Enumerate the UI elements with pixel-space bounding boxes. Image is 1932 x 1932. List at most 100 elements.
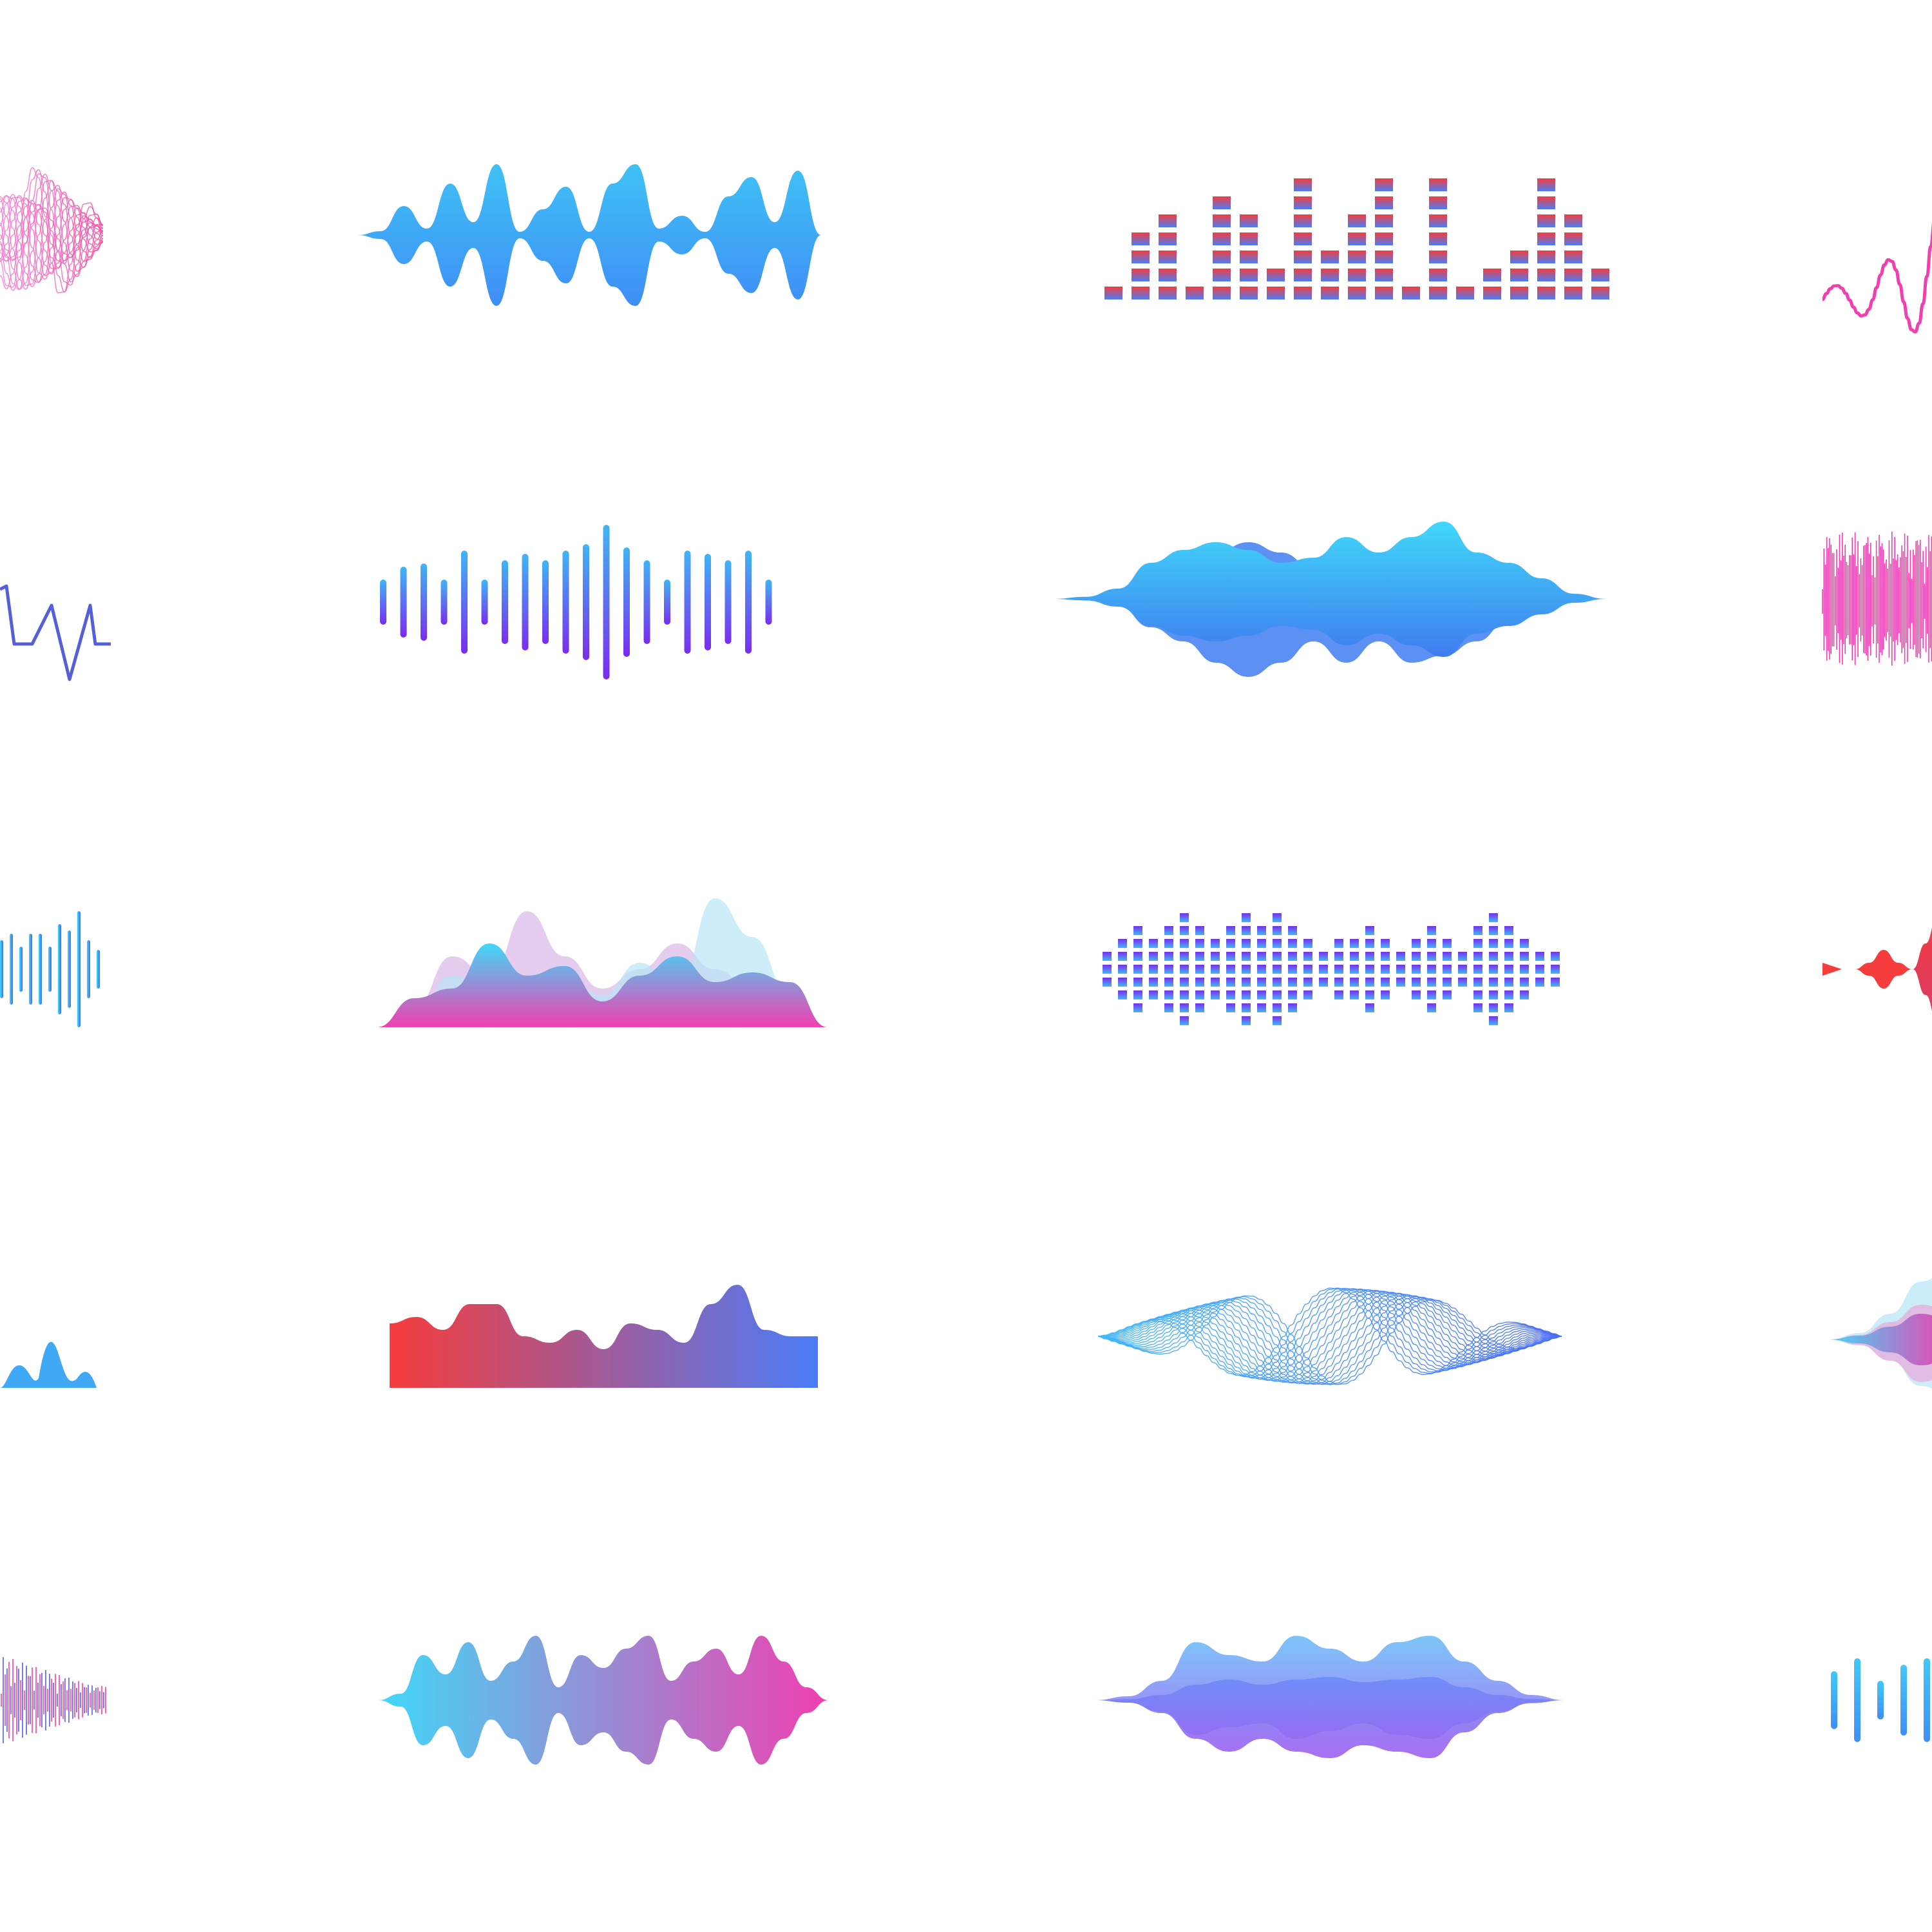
equalizer-cell [1350,939,1359,948]
equalizer-cell [1164,939,1173,948]
equalizer-cell [1365,939,1374,948]
ribbon-line [1097,1289,1562,1381]
equalizer-cell [1149,939,1158,948]
soft-layered-wave-icon [1095,1636,1565,1758]
wave-bar [522,554,529,650]
equalizer-cell [1429,232,1447,245]
wave-line [0,195,104,276]
pulse-blob-large [1913,927,1932,1011]
equalizer-cell [1348,269,1366,281]
equalizer-cell [1350,965,1359,974]
equalizer-cell [1350,952,1359,961]
equalizer-cell [1321,269,1339,281]
equalizer-cell [1429,287,1447,299]
equalizer-cell [1164,965,1173,974]
wave-bar [77,911,80,1027]
equalizer-cell [1257,939,1266,948]
equalizer-cell [1535,965,1544,974]
equalizer-cell [1334,939,1343,948]
equalizer-cell [1334,952,1343,961]
hills-shape [390,1285,818,1388]
wave-bar [10,934,13,1005]
equalizer-cell [1365,990,1374,999]
equalizer-cell [1473,1003,1482,1012]
equalizer-cell [1132,269,1150,281]
equalizer-cell [1375,269,1393,281]
equalizer-cell [1520,939,1529,948]
wave-bar [724,560,732,644]
ribbon-line [1097,1289,1562,1383]
wave-front [1095,1677,1565,1758]
equalizer-cell [1473,978,1482,987]
ribbon-line [1097,1296,1562,1385]
equalizer-cell [1164,926,1173,935]
hills-shape [0,1341,97,1388]
equalizer-cell [1294,214,1312,227]
equalizer-cell [1226,952,1235,961]
equalizer-cell [1288,926,1297,935]
equalizer-cell [1195,926,1204,935]
wave-line [0,584,111,681]
equalizer-cell [1504,978,1513,987]
equalizer-cell [1348,251,1366,263]
smooth-mirrored-wave-icon [357,164,821,306]
equalizer-cell [1273,990,1282,999]
wave-bar [400,567,407,638]
equalizer-cell [1504,1003,1513,1012]
equalizer-cell [1180,926,1189,935]
wave-bar [562,551,569,654]
equalizer-cell [1483,269,1501,281]
equalizer-cell [1510,287,1528,299]
equalizer-cell [1564,269,1582,281]
equalizer-cell [1242,913,1251,922]
equalizer-cell [1365,1003,1374,1012]
equalizer-cell [1240,251,1258,263]
equalizer-cell [1257,978,1266,987]
wave-shape-front [1053,522,1607,657]
equalizer-cell [1180,978,1189,987]
wave-shape [378,1636,829,1765]
pulse-blob-wave-icon [1823,927,1932,1011]
wave-bar [19,947,23,992]
equalizer-cell [1133,978,1142,987]
equalizer-cell [1180,952,1189,961]
equalizer-cell [1242,965,1251,974]
equalizer-cell [1180,965,1189,974]
equalizer-cell [1180,913,1189,922]
equalizer-cell [1427,952,1436,961]
equalizer-cell [1381,990,1390,999]
equalizer-cell [1118,990,1127,999]
ribbon-line [1097,1297,1562,1385]
equalizer-cell [1180,939,1189,948]
equalizer-cell [1180,1003,1189,1012]
equalizer-cell [1240,232,1258,245]
equalizer-cell [1226,926,1235,935]
equalizer-cell [1504,926,1513,935]
equalizer-cell [1350,990,1359,999]
equalizer-cell [1396,965,1405,974]
equalizer-cell [1273,952,1282,961]
equalizer-cell [1412,952,1421,961]
equalizer-cell [1535,952,1544,961]
ribbon-line [1097,1291,1562,1383]
equalizer-cell [1103,952,1112,961]
equalizer-cell [1195,939,1204,948]
wave-bar [48,947,52,992]
equalizer-cell [1226,939,1235,948]
equalizer-cell [1564,287,1582,299]
equalizer-cell [1267,287,1285,299]
blob-front [1829,1314,1932,1365]
equalizer-cell [1211,939,1220,948]
equalizer-cell [1242,990,1251,999]
equalizer-cell [1303,952,1312,961]
wave-line [0,173,104,290]
equalizer-cell [1288,990,1297,999]
equalizer-cell [1473,952,1482,961]
equalizer-cell [1375,232,1393,245]
equalizer-cell [1489,965,1498,974]
equalizer-cell [1489,990,1498,999]
equalizer-cell [1149,978,1158,987]
equalizer-cell [1537,232,1555,245]
equalizer-cell [1375,251,1393,263]
equalizer-cell [1132,251,1150,263]
